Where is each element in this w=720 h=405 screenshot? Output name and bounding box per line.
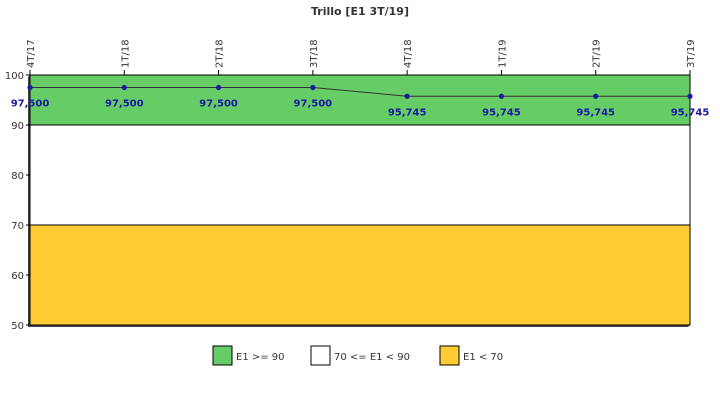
series-line: [30, 87, 690, 97]
data-label: 97,500: [294, 99, 333, 110]
legend-label-1: 70 <= E1 < 90: [334, 352, 410, 363]
band-1: [29, 124, 691, 226]
x-tick-label: 1T/19: [497, 39, 508, 68]
y-tick-label: 50: [11, 321, 24, 332]
data-point: [27, 84, 33, 91]
x-tick-label: 2T/19: [592, 39, 603, 68]
y-tick-label: 90: [11, 121, 24, 132]
legend: E1 >= 90 70 <= E1 < 90 E1 < 70: [212, 345, 503, 366]
legend-swatch-2: [439, 345, 460, 366]
x-tick-label: 4T/17: [26, 39, 37, 68]
x-tick-label: 2T/18: [215, 39, 226, 68]
data-label: 97,500: [105, 99, 144, 110]
x-tick-label: 1T/18: [120, 39, 131, 68]
series-layer: 97,500 97,500 97,500 97,500 95,745 95,745 95,7…: [11, 84, 710, 118]
band-2: [29, 224, 691, 326]
data-label: 97,500: [199, 99, 238, 110]
y-tick-label: 70: [11, 221, 24, 232]
data-point: [498, 93, 505, 99]
legend-label-0: E1 >= 90: [236, 352, 285, 363]
data-label: 95,745: [671, 107, 710, 118]
data-point: [404, 93, 410, 99]
x-tick-label: 4T/18: [403, 39, 414, 68]
data-point: [215, 84, 222, 91]
legend-swatch-0: [212, 345, 233, 366]
data-label: 95,745: [576, 107, 615, 118]
y-tick-label: 80: [11, 171, 24, 182]
chart-title: Trillo [E1 3T/19]: [311, 5, 409, 18]
data-label: 95,745: [388, 107, 427, 118]
legend-label-2: E1 < 70: [463, 352, 503, 363]
data-point: [310, 84, 316, 91]
band-0: [29, 74, 691, 126]
data-point: [687, 93, 693, 99]
data-point: [121, 84, 127, 91]
x-tick-label: 3T/18: [309, 39, 320, 68]
legend-swatch-1: [310, 345, 331, 366]
data-label: 95,745: [482, 107, 521, 118]
data-point: [593, 93, 599, 99]
y-tick-label: 100: [5, 71, 24, 82]
y-tick-label: 60: [11, 271, 24, 282]
x-tick-label: 3T/19: [686, 39, 697, 68]
bands-layer: [28, 74, 691, 327]
data-label: 97,500: [11, 99, 50, 110]
